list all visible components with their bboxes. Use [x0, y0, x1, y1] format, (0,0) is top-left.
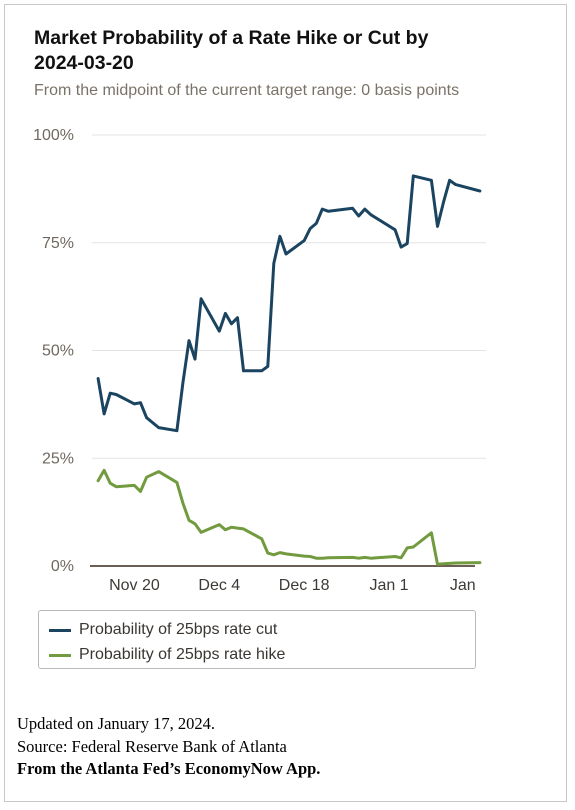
y-tick-label-75: 75% [42, 235, 74, 252]
x-axis-clip-mask [475, 565, 505, 600]
y-axis-ticks: 0% 25% 50% 75% 100% [33, 127, 74, 575]
x-tick-label-2: Dec 18 [279, 577, 330, 594]
line-chart: 0%25%50%75%100% Nov 20 Dec 4 Dec 18 Jan 1 Ja… [33, 127, 505, 600]
series-line-rate-cut [96, 174, 482, 433]
chart-frame [4, 4, 567, 802]
chart-title: Market Probability of a Rate Hike or Cut… [34, 27, 429, 74]
legend-item-cut[interactable]: Probability of 25bps rate cut [49, 620, 277, 640]
footer: Updated on January 17, 2024. Source: Fed… [17, 713, 537, 781]
x-tick-label-1: Dec 4 [198, 577, 240, 594]
legend-label-hike: Probability of 25bps rate hike [79, 646, 286, 663]
y-tick-label-25: 25% [42, 450, 74, 467]
gridlines [90, 134, 486, 567]
x-tick-label-0: Nov 20 [109, 577, 160, 594]
x-axis-ticks: Nov 20 Dec 4 Dec 18 Jan 1 Jan 15 [109, 577, 498, 594]
chart-subtitle: From the midpoint of the current target … [34, 82, 460, 99]
y-tick-label-0: 0% [51, 558, 74, 575]
y-tick-label-100: 100% [33, 127, 74, 144]
y-tick-label-50: 50% [42, 343, 74, 360]
legend-label-cut: Probability of 25bps rate cut [79, 621, 278, 638]
legend-swatch-hike [49, 653, 71, 657]
app-credit-text: From the Atlanta Fed’s EconomyNow App. [17, 759, 321, 778]
x-tick-label-3: Jan 1 [369, 577, 408, 594]
series-lines [96, 174, 482, 566]
legend-swatch-cut [49, 628, 71, 632]
legend-item-hike[interactable]: Probability of 25bps rate hike [49, 645, 285, 665]
chart-legend: Probability of 25bps rate cut Probabilit… [38, 610, 476, 669]
source-text: Source: Federal Reserve Bank of Atlanta [17, 736, 287, 756]
updated-text: Updated on January 17, 2024. [17, 714, 215, 733]
series-line-rate-hike [96, 468, 482, 566]
